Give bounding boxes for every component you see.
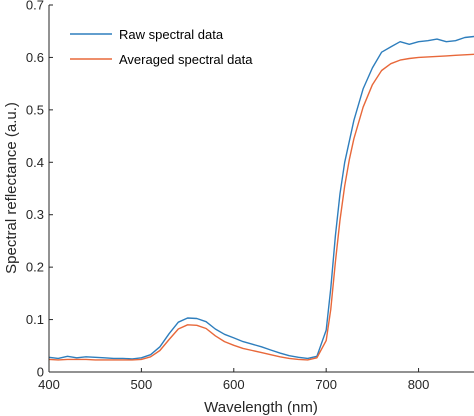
y-tick-label: 0.1 [26,312,44,327]
y-tick-label: 0.6 [26,50,44,65]
series-line-1 [48,53,474,361]
series-line-0 [48,35,474,360]
series-layer [48,35,474,361]
x-tick-label: 500 [131,377,153,392]
y-axis-title: Spectral reflectance (a.u.) [3,102,20,274]
y-tick-label: 0.2 [26,260,44,275]
x-axis-title: Wavelength (nm) [204,399,318,416]
x-tick-label: 600 [223,377,245,392]
y-tick-label: 0.5 [26,102,44,117]
y-tick-label: 0.7 [26,0,44,13]
legend-label-raw: Raw spectral data [119,27,224,42]
y-tick-label: 0.4 [26,155,44,170]
legend-label-averaged: Averaged spectral data [119,52,253,67]
x-tick-label: 400 [38,377,60,392]
y-ticks: 0 0.1 0.2 0.3 0.4 0.5 0.6 0.7 [26,0,53,380]
x-tick-label: 800 [408,377,430,392]
y-tick-label: 0 [37,365,44,380]
legend: Raw spectral data Averaged spectral data [70,27,253,67]
x-ticks: 400 500 600 700 800 [38,368,429,392]
y-tick-label: 0.3 [26,207,44,222]
x-tick-label: 700 [315,377,337,392]
plot-area [49,5,474,372]
